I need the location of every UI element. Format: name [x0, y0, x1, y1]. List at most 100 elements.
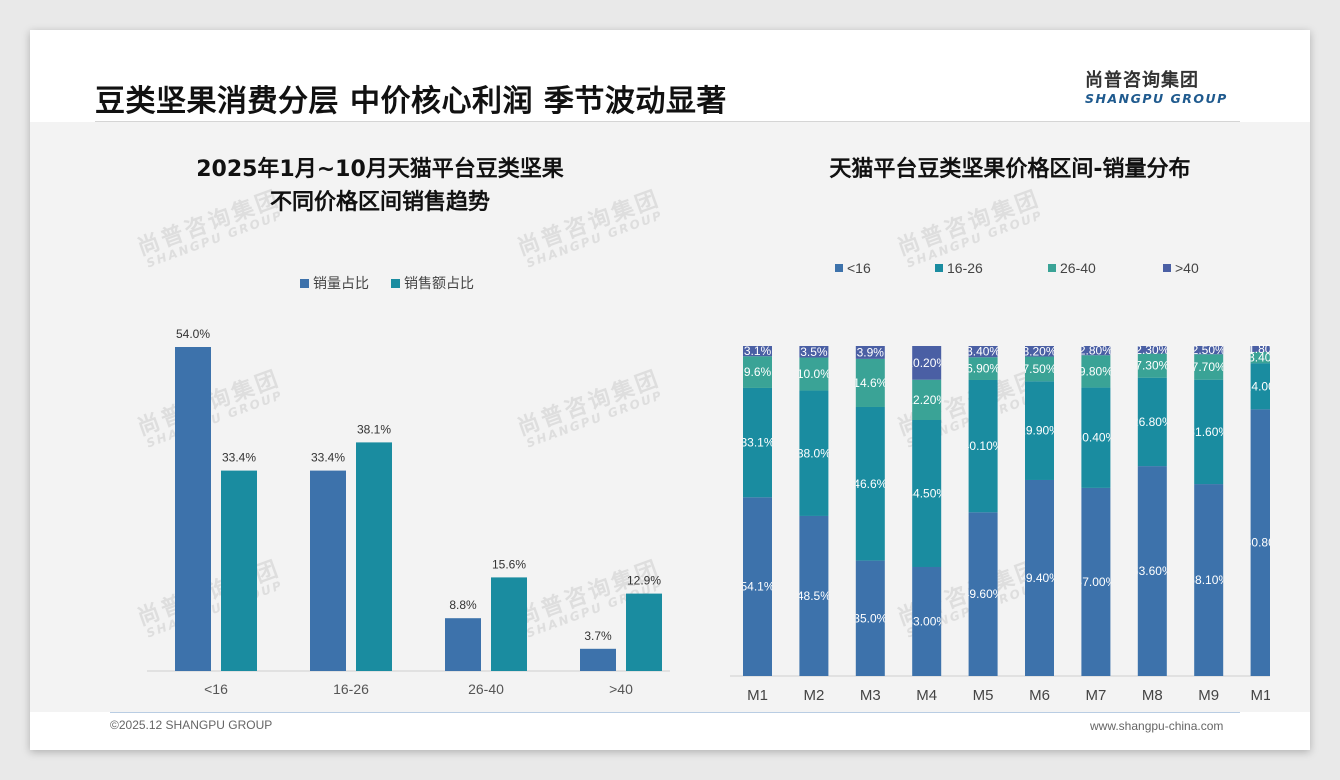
bar — [626, 593, 662, 671]
data-label: 9.80% — [1079, 364, 1113, 378]
x-tick-label: M4 — [916, 687, 937, 700]
legend-label: 销售额占比 — [404, 275, 474, 291]
stacked-bar-segment — [968, 346, 998, 358]
stacked-bar-segment — [855, 560, 885, 676]
stacked-bar-segment — [968, 379, 998, 513]
data-label: 15.6% — [492, 557, 526, 571]
bar — [175, 347, 211, 671]
stacked-bar-segment — [799, 390, 829, 516]
stacked-bar-segment — [1194, 379, 1224, 485]
data-label: 49.60% — [963, 587, 1004, 601]
data-label: 7.30% — [1135, 359, 1169, 373]
footer-copyright: ©2025.12 SHANGPU GROUP — [110, 718, 273, 732]
stacked-bar-segment — [912, 346, 942, 380]
company-logo: 尚普咨询集团 SHANGPU GROUP — [1085, 66, 1245, 106]
data-label: 58.10% — [1188, 573, 1229, 587]
x-tick-label: M7 — [1085, 687, 1106, 700]
data-label: 3.5% — [800, 345, 828, 359]
logo-chinese-text: 尚普咨询集团 — [1085, 70, 1199, 91]
data-label: 6.90% — [966, 362, 1000, 376]
data-label: 3.40% — [966, 345, 1000, 359]
legend-label: 26-40 — [1060, 260, 1096, 276]
left-chart-title-line1: 2025年1月~10月天猫平台豆类坚果 — [196, 157, 564, 182]
data-label: 57.00% — [1076, 575, 1117, 589]
legend-swatch — [391, 279, 400, 288]
stacked-bar-segment — [1025, 381, 1054, 480]
bar — [580, 648, 616, 671]
stacked-bar-segment — [799, 515, 829, 676]
stacked-bar-segment — [799, 357, 829, 391]
legend-label: 销量占比 — [313, 275, 369, 291]
stacked-bar-segment — [743, 387, 772, 498]
data-label: 3.7% — [584, 629, 612, 643]
stacked-bar-segment — [1194, 346, 1224, 355]
logo-english-text: SHANGPU GROUP — [1085, 91, 1228, 106]
footer-website: www.shangpu-china.com — [1090, 719, 1224, 733]
x-tick-label: M3 — [860, 687, 881, 700]
x-tick-label: M10 — [1251, 687, 1270, 700]
data-label: 54.0% — [176, 327, 210, 341]
data-label: 3.1% — [744, 344, 772, 358]
x-tick-label: M9 — [1198, 687, 1219, 700]
x-tick-label: M5 — [973, 687, 994, 700]
stacked-bar-segment — [968, 357, 998, 380]
stacked-bar-segment — [1025, 346, 1054, 357]
page-title: 豆类坚果消费分层 中价核心利润 季节波动显著 — [95, 84, 727, 119]
legend-swatch — [935, 264, 943, 272]
data-label: 7.50% — [1022, 362, 1056, 376]
data-label: 48.5% — [797, 589, 831, 603]
data-label: 59.40% — [1019, 571, 1060, 585]
stacked-bar-segment — [1194, 484, 1224, 676]
stacked-bar-segment — [855, 346, 885, 359]
data-label: 44.50% — [906, 486, 947, 500]
stacked-bar-segment — [912, 379, 942, 420]
stacked-bar-segment — [912, 566, 942, 676]
data-label: 26.80% — [1132, 415, 1173, 429]
legend-swatch — [835, 264, 843, 272]
data-label: 33.4% — [222, 451, 256, 465]
data-label: 2.50% — [1192, 343, 1226, 357]
data-label: 14.6% — [853, 376, 887, 390]
stacked-bar-segment — [1137, 466, 1167, 676]
stacked-bar-segment — [743, 497, 772, 676]
x-tick-label: M1 — [747, 687, 768, 700]
x-tick-label: 26-40 — [468, 681, 504, 697]
data-label: 1.80% — [1248, 342, 1270, 356]
data-label: 8.8% — [449, 598, 477, 612]
stacked-bar-segment — [855, 406, 885, 561]
stacked-bar-segment — [799, 346, 829, 358]
x-tick-label: 16-26 — [333, 681, 369, 697]
data-label: 12.20% — [906, 393, 947, 407]
data-label: 12.9% — [627, 574, 661, 588]
bar — [491, 577, 527, 671]
slide: 豆类坚果消费分层 中价核心利润 季节波动显著 尚普咨询集团 SHANGPU GR… — [30, 30, 1310, 750]
data-label: 33.4% — [311, 451, 345, 465]
data-label: 9.6% — [744, 365, 772, 379]
x-tick-label: M2 — [803, 687, 824, 700]
x-tick-label: M6 — [1029, 687, 1050, 700]
data-label: 10.0% — [797, 367, 831, 381]
data-label: 33.00% — [906, 614, 947, 628]
data-label: 3.9% — [857, 345, 885, 359]
data-label: 2.30% — [1135, 343, 1169, 357]
bar — [221, 470, 257, 671]
data-label: 30.40% — [1076, 431, 1117, 445]
bar — [310, 470, 346, 671]
stacked-bar-segment — [1025, 356, 1054, 382]
data-label: 31.60% — [1188, 425, 1229, 439]
left-chart-title-line2: 不同价格区间销售趋势 — [269, 190, 490, 215]
legend-swatch — [300, 279, 309, 288]
legend-swatch — [1048, 264, 1056, 272]
stacked-bar-segment — [1137, 353, 1167, 378]
left-bar-chart: 销量占比销售额占比54.0%33.4%<16(低价位)33.4%38.1%16-… — [147, 275, 670, 697]
stacked-bar-segment — [855, 358, 885, 407]
stacked-bar-segment — [1081, 487, 1111, 676]
data-label: 80.80% — [1245, 536, 1270, 550]
legend-label: 16-26 — [947, 260, 983, 276]
data-label: 46.6% — [853, 477, 887, 491]
bar — [356, 442, 392, 671]
stacked-bar-segment — [1025, 479, 1054, 676]
stacked-bar-segment — [1081, 387, 1111, 488]
stacked-bar-segment — [1081, 355, 1111, 388]
data-label: 2.80% — [1079, 344, 1113, 358]
